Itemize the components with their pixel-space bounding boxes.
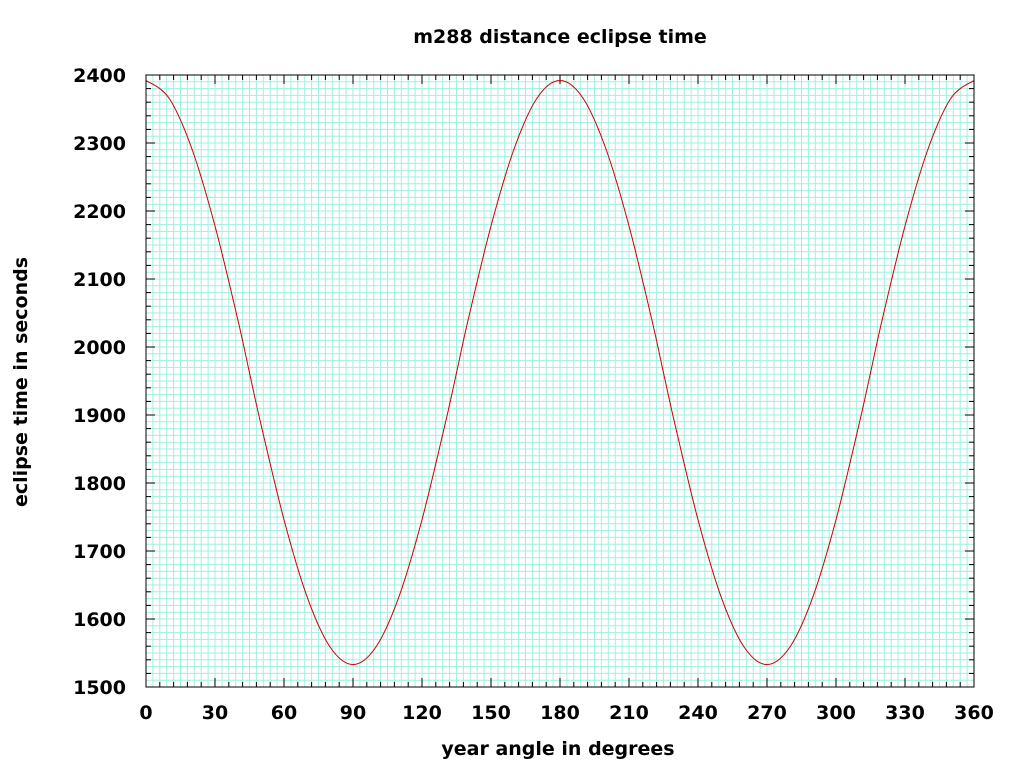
x-tick-label: 240 [678,702,718,724]
data-point [651,319,653,321]
x-tick-label: 360 [954,702,994,724]
y-tick-label: 2300 [73,133,126,155]
x-axis-label: year angle in degrees [441,738,674,760]
data-point [950,97,952,99]
data-point [582,97,584,99]
tick-marks [145,74,975,688]
data-point [789,646,791,648]
data-point [490,225,492,227]
data-point [605,148,607,150]
y-tick-label: 1800 [73,473,126,495]
data-point [352,664,354,666]
data-point [467,319,469,321]
y-tick-labels: 1500 1600 1700 1800 1900 2000 2100 2200 2300 2400 [73,65,126,699]
x-tick-label: 330 [885,702,925,724]
y-axis-label: eclipse time in seconds [10,257,32,507]
series-layer [145,79,975,666]
chart-title: m288 distance eclipse time [413,26,707,48]
data-point [237,319,239,321]
data-point [421,519,423,521]
data-point [720,596,722,598]
x-tick-label: 150 [471,702,511,724]
data-point [870,372,871,374]
data-point [858,424,860,426]
data-point [674,424,676,426]
data-point [927,148,929,150]
y-tick-label: 1600 [73,609,126,631]
plot-frame [145,74,975,688]
data-point [398,596,400,598]
x-tick-label: 270 [747,702,787,724]
data-point [283,519,285,521]
y-tick-label: 2400 [73,65,126,87]
data-point [904,225,906,227]
x-tick-label: 90 [340,702,366,724]
data-point [329,646,331,648]
data-point [456,372,457,374]
x-tick-label: 0 [139,702,152,724]
grid [146,75,974,687]
x-tick-label: 210 [609,702,649,724]
data-point [214,225,216,227]
y-tick-label: 2200 [73,201,126,223]
data-point [881,319,883,321]
y-tick-label: 2000 [73,337,126,359]
x-tick-labels: 0 30 60 90 120 150 180 210 240 270 300 330 360 [139,702,993,724]
data-point [536,97,538,99]
x-tick-label: 300 [816,702,856,724]
data-point [249,372,250,374]
data-point [743,646,745,648]
data-point [260,424,262,426]
y-tick-label: 1500 [73,677,126,699]
data-point [306,596,308,598]
data-point [812,596,814,598]
x-tick-label: 60 [271,702,297,724]
data-point [559,79,561,81]
data-point [444,424,446,426]
x-tick-label: 120 [402,702,442,724]
data-point [191,148,193,150]
data-point [375,646,377,648]
y-tick-label: 2100 [73,269,126,291]
data-point [835,519,837,521]
data-point [766,664,768,666]
x-tick-label: 180 [540,702,580,724]
data-point [513,148,515,150]
y-tick-label: 1700 [73,541,126,563]
x-tick-label: 30 [202,702,228,724]
data-point [663,372,664,374]
data-point [628,225,630,227]
data-point [168,97,170,99]
y-tick-label: 1900 [73,405,126,427]
data-point [697,519,699,521]
